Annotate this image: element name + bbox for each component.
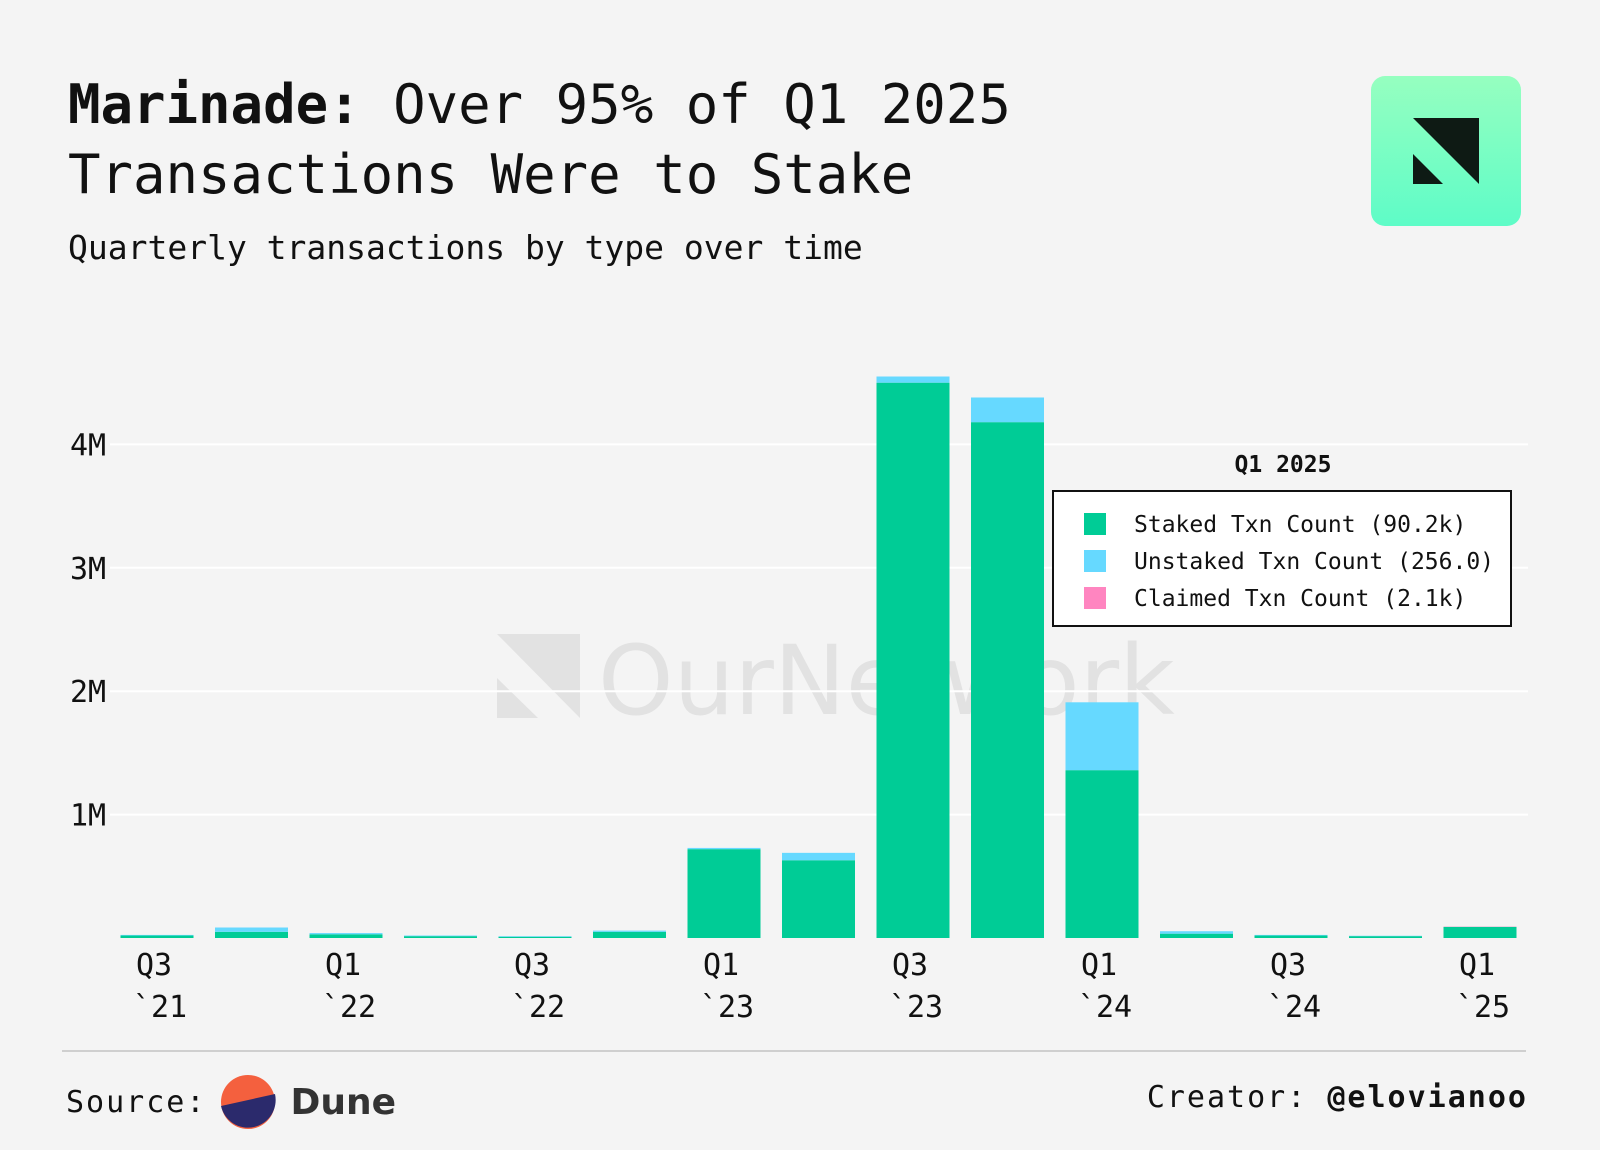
bar-staked-11[interactable] [1160,933,1233,938]
dune-logo-icon [221,1075,277,1129]
x-tick-label: Q3 `21 [133,948,187,1025]
bar-staked-3[interactable] [404,936,477,938]
bar-unstaked-12[interactable] [1254,934,1328,936]
bar-unstaked-6[interactable] [687,847,761,850]
footer-divider [62,1050,1526,1052]
creator-credit: Creator: @elovianoo [1147,1080,1528,1115]
bar-staked-7[interactable] [782,860,855,938]
ournetwork-logo-icon [1371,76,1521,226]
legend-title: Q1 2025 [1235,452,1332,478]
page-title: Marinade: Over 95% of Q1 2025 Transactio… [68,70,1268,210]
legend-entry-label: Staked Txn Count (90.2k) [1134,512,1466,538]
x-tick-year: `24 [1267,990,1321,1025]
creator-label: Creator: [1146,1080,1308,1115]
x-tick-label: Q1 `22 [322,948,376,1025]
x-tick-label: Q1 `25 [1456,948,1510,1025]
bar-unstaked-7[interactable] [782,852,855,861]
legend-entry-label: Unstaked Txn Count (256.0) [1134,549,1494,575]
x-tick-quarter: Q3 [892,948,928,983]
bar-unstaked-9[interactable] [971,397,1044,423]
legend-swatch-staked [1084,513,1106,535]
bar-staked-12[interactable] [1254,935,1328,938]
title-lead: Marinade: [68,73,361,136]
x-tick-quarter: Q3 [514,948,550,983]
creator-handle: @elovianoo [1327,1080,1528,1115]
x-tick-year: `23 [700,990,754,1025]
bar-unstaked-11[interactable] [1160,931,1233,934]
bar-unstaked-2[interactable] [309,933,383,935]
bar-staked-8[interactable] [876,382,950,938]
x-tick-label: Q1 `24 [1078,948,1132,1025]
bar-staked-2[interactable] [309,934,383,938]
bar-staked-4[interactable] [498,936,572,938]
x-tick-label: Q3 `23 [889,948,943,1025]
legend-swatch-unstaked [1084,550,1106,572]
bar-staked-5[interactable] [593,931,666,938]
page-subtitle: Quarterly transactions by type over time [68,228,863,267]
x-tick-year: `23 [889,990,943,1025]
bar-unstaked-10[interactable] [1065,702,1139,771]
x-tick-quarter: Q1 [703,948,739,983]
x-tick-quarter: Q3 [136,948,172,983]
bar-unstaked-1[interactable] [215,927,288,932]
bar-unstaked-0[interactable] [120,934,194,936]
x-tick-quarter: Q1 [1459,948,1495,983]
y-tick-label: 4M [70,428,106,463]
source-credit: Source: Dune [66,1074,396,1130]
bar-staked-14[interactable] [1443,926,1517,938]
x-tick-year: `25 [1456,990,1510,1025]
x-tick-year: `24 [1078,990,1132,1025]
legend-box [1052,490,1512,627]
source-label: Source: [66,1084,207,1120]
x-tick-year: `22 [322,990,376,1025]
source-name: Dune [290,1081,396,1123]
bar-staked-13[interactable] [1349,936,1422,938]
y-tick-label: 3M [70,552,106,587]
bar-staked-10[interactable] [1065,770,1139,938]
x-tick-label: Q3 `24 [1267,948,1321,1025]
bar-unstaked-4[interactable] [498,936,572,937]
legend-entry-label: Claimed Txn Count (2.1k) [1134,586,1466,612]
bar-staked-0[interactable] [120,935,194,938]
x-tick-year: `21 [133,990,187,1025]
y-tick-label: 2M [70,675,106,710]
x-tick-quarter: Q1 [1081,948,1117,983]
x-tick-label: Q1 `23 [700,948,754,1025]
x-tick-quarter: Q1 [325,948,361,983]
legend-swatch-claimed [1084,587,1106,609]
bar-unstaked-5[interactable] [593,930,666,932]
x-tick-label: Q3 `22 [511,948,565,1025]
x-tick-quarter: Q3 [1270,948,1306,983]
y-tick-label: 1M [70,799,106,834]
title-rest: Over 95% of Q1 2025 Transactions Were to… [68,73,1011,206]
bar-unstaked-3[interactable] [404,935,477,937]
bar-staked-1[interactable] [215,931,288,938]
x-tick-year: `22 [511,990,565,1025]
bar-staked-6[interactable] [687,849,761,938]
bar-unstaked-8[interactable] [876,376,950,383]
bar-staked-9[interactable] [971,422,1044,938]
